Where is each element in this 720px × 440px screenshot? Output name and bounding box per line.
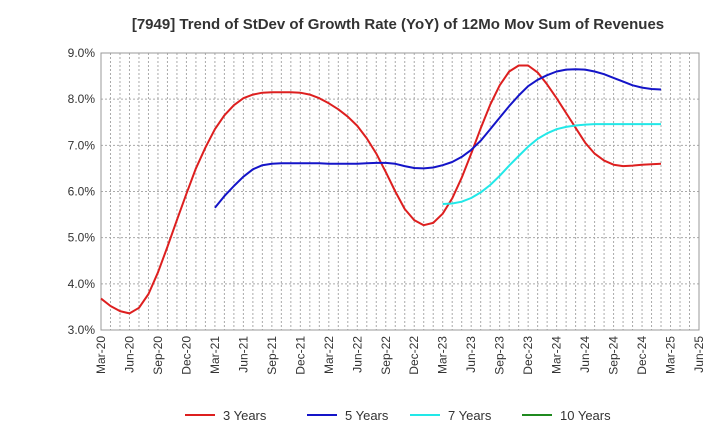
y-tick-label: 7.0% (68, 138, 96, 152)
x-tick-label: Jun-24 (578, 336, 592, 373)
x-tick-label: Jun-20 (122, 336, 136, 373)
legend-label-5-years: 5 Years (345, 408, 389, 423)
x-tick-label: Sep-20 (151, 336, 165, 375)
x-tick-label: Mar-21 (208, 336, 222, 374)
grid (101, 52, 699, 331)
y-tick-label: 4.0% (68, 277, 96, 291)
legend-label-7-years: 7 Years (448, 408, 492, 423)
legend-label-3-years: 3 Years (223, 408, 267, 423)
y-tick-label: 3.0% (68, 323, 96, 337)
series-line-5-years (214, 68, 662, 209)
x-tick-label: Jun-21 (236, 336, 250, 373)
x-tick-label: Mar-20 (94, 336, 108, 374)
x-tick-label: Mar-25 (664, 336, 678, 374)
x-tick-label: Mar-24 (550, 336, 564, 374)
x-tick-label: Jun-23 (464, 336, 478, 373)
x-tick-label: Dec-23 (521, 336, 535, 375)
x-tick-label: Dec-20 (179, 336, 193, 375)
y-tick-label: 5.0% (68, 231, 96, 245)
legend-label-10-years: 10 Years (560, 408, 611, 423)
chart-title: [7949] Trend of StDev of Growth Rate (Yo… (132, 16, 664, 33)
series-lines (100, 64, 662, 315)
legend: 3 Years 5 Years 7 Years 10 Years (185, 408, 611, 423)
x-tick-label: Sep-24 (607, 336, 621, 375)
y-tick-label: 9.0% (68, 46, 96, 60)
x-tick-label: Sep-22 (379, 336, 393, 375)
x-tick-label: Jun-22 (350, 336, 364, 373)
x-axis: Mar-20 Jun-20 Sep-20 Dec-20 Mar-21 Jun-21 Sep-… (94, 336, 706, 375)
y-tick-label: 8.0% (68, 92, 96, 106)
x-tick-label: Sep-23 (493, 336, 507, 375)
x-tick-label: Dec-21 (293, 336, 307, 375)
y-axis: 3.0% 4.0% 5.0% 6.0% 7.0% 8.0% 9.0% (68, 46, 96, 337)
x-tick-label: Dec-22 (407, 336, 421, 375)
y-tick-label: 6.0% (68, 185, 96, 199)
x-tick-label: Mar-23 (436, 336, 450, 374)
x-tick-label: Sep-21 (265, 336, 279, 375)
plot-area (100, 52, 700, 331)
series-line-7-years (442, 123, 661, 205)
x-tick-label: Jun-25 (692, 336, 706, 373)
x-tick-label: Dec-24 (635, 336, 649, 375)
x-tick-label: Mar-22 (322, 336, 336, 374)
series-line-3-years (100, 64, 662, 315)
